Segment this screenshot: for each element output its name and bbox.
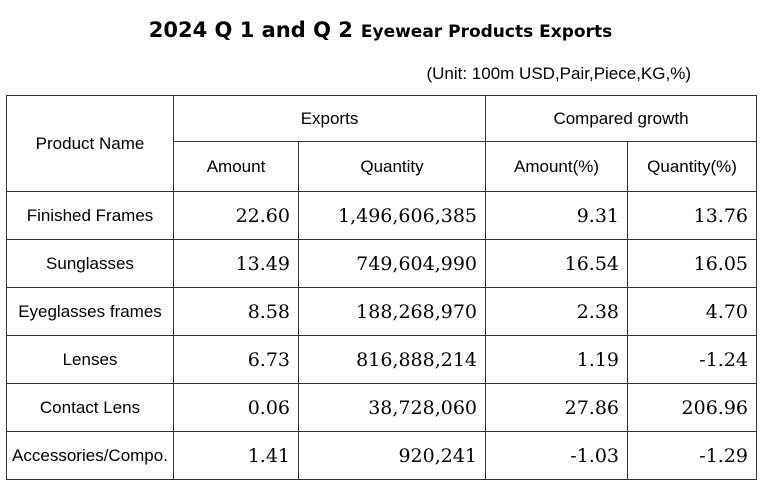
quantity-growth-cell: 206.96 <box>627 383 758 432</box>
quantity-growth-cell: 16.05 <box>627 239 758 288</box>
title-subtitle: Eyewear Products Exports <box>360 22 613 42</box>
exports-table: Product Name Exports Compared growth Amo… <box>6 95 758 480</box>
quantity-cell: 1,496,606,385 <box>297 191 487 240</box>
title-main: 2024 Q 1 and Q 2 <box>148 18 353 42</box>
product-name-cell: Sunglasses <box>6 239 174 288</box>
table-row: Sunglasses 13.49 749,604,990 16.54 16.05 <box>6 239 758 288</box>
amount-growth-cell: -1.03 <box>485 431 629 480</box>
header-amount: Amount <box>173 141 299 192</box>
header-product-name: Product Name <box>6 95 174 192</box>
amount-growth-cell: 27.86 <box>485 383 629 432</box>
header-row-sub: Amount Quantity Amount(%) Quantity(%) <box>7 141 758 192</box>
table-row: Accessories/Compo. 1.41 920,241 -1.03 -1… <box>6 431 758 480</box>
amount-growth-cell: 16.54 <box>485 239 629 288</box>
quantity-growth-cell: 4.70 <box>627 287 758 336</box>
product-name-cell: Accessories/Compo. <box>6 431 174 480</box>
product-name-cell: Eyeglasses frames <box>6 287 174 336</box>
amount-cell: 22.60 <box>173 191 299 240</box>
header-row-top: Product Name Exports Compared growth <box>6 95 758 192</box>
unit-note: (Unit: 100m USD,Pair,Piece,KG,%) <box>426 64 691 83</box>
amount-growth-cell: 1.19 <box>485 335 629 384</box>
quantity-growth-cell: -1.29 <box>627 431 758 480</box>
amount-cell: 6.73 <box>173 335 299 384</box>
table-row: Eyeglasses frames 8.58 188,268,970 2.38 … <box>6 287 758 336</box>
table-row: Finished Frames 22.60 1,496,606,385 9.31… <box>6 191 758 240</box>
product-name-cell: Contact Lens <box>6 383 174 432</box>
table-row: Contact Lens 0.06 38,728,060 27.86 206.9… <box>6 383 758 432</box>
quantity-cell: 188,268,970 <box>297 287 487 336</box>
quantity-cell: 816,888,214 <box>297 335 487 384</box>
quantity-cell: 920,241 <box>297 431 487 480</box>
amount-cell: 1.41 <box>173 431 299 480</box>
header-amount-pct: Amount(%) <box>485 141 629 192</box>
product-name-cell: Finished Frames <box>6 191 174 240</box>
table-row: Lenses 6.73 816,888,214 1.19 -1.24 <box>6 335 758 384</box>
quantity-growth-cell: -1.24 <box>627 335 758 384</box>
quantity-cell: 749,604,990 <box>297 239 487 288</box>
amount-cell: 8.58 <box>173 287 299 336</box>
quantity-cell: 38,728,060 <box>297 383 487 432</box>
page-title: 2024 Q 1 and Q 2 Eyewear Products Exports <box>0 18 761 42</box>
amount-cell: 13.49 <box>173 239 299 288</box>
header-quantity-pct: Quantity(%) <box>627 141 758 192</box>
amount-cell: 0.06 <box>173 383 299 432</box>
product-name-cell: Lenses <box>6 335 174 384</box>
amount-growth-cell: 2.38 <box>485 287 629 336</box>
header-exports: Exports <box>172 95 487 142</box>
quantity-growth-cell: 13.76 <box>627 191 758 240</box>
header-compared-growth: Compared growth <box>485 95 758 142</box>
amount-growth-cell: 9.31 <box>485 191 629 240</box>
header-quantity: Quantity <box>297 141 487 192</box>
